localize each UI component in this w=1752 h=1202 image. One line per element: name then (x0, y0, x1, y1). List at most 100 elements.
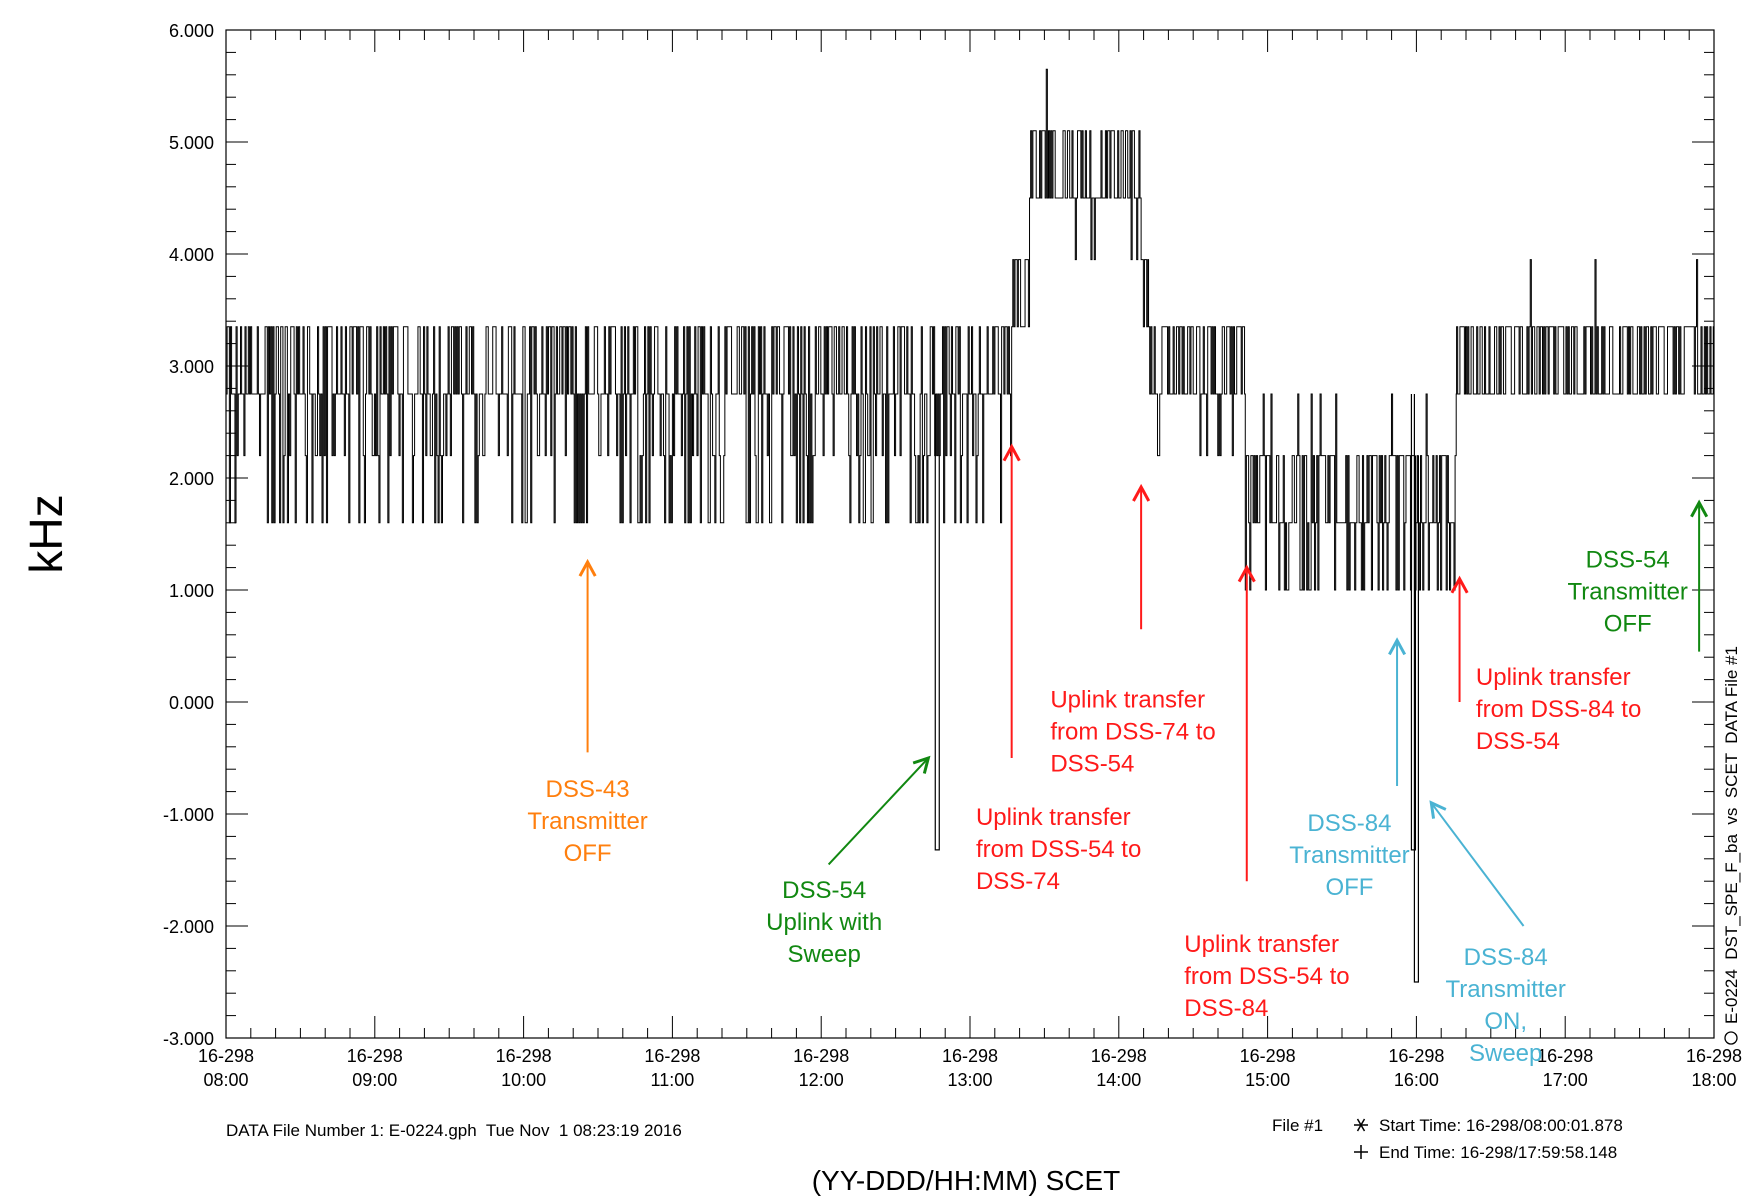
x-tick-label-time: 15:00 (1245, 1070, 1290, 1090)
y-tick-label: 3.000 (169, 357, 214, 377)
arrow-head-icon (1690, 499, 1709, 518)
data-trace (226, 68, 1714, 983)
start-time: Start Time: 16-298/08:00:01.878 (1379, 1116, 1623, 1135)
annotation-label: Uplink with (766, 909, 882, 936)
x-tick-label-day: 16-298 (1537, 1046, 1593, 1066)
annotation-label: DSS-74 (976, 868, 1060, 895)
annotation-label: Uplink transfer (1476, 664, 1631, 691)
annotation-arrow-shaft (827, 757, 930, 866)
deep-spike (1413, 394, 1419, 983)
x-tick-label-day: 16-298 (198, 1046, 254, 1066)
annotation: DSS-54 Transmitter OFF (1567, 499, 1709, 652)
annotation: Uplink transfer from DSS-74 to DSS-54 (1050, 483, 1216, 778)
plot-frame (225, 29, 1715, 1039)
annotation-label: DSS-43 (546, 776, 630, 803)
x-tick-label-time: 18:00 (1691, 1070, 1736, 1090)
x-tick-label-time: 13:00 (947, 1070, 992, 1090)
end-time: End Time: 16-298/17:59:58.148 (1379, 1143, 1617, 1162)
annotation-label: OFF (1604, 611, 1652, 638)
annotation-label: ON, (1484, 1008, 1527, 1035)
annotation-label: Transmitter (1567, 579, 1687, 606)
annotation: DSS-54 Uplink with Sweep (766, 755, 931, 968)
annotation-label: Uplink transfer (1050, 687, 1205, 714)
annotation-label: from DSS-84 to (1476, 696, 1641, 723)
y-tick-label: 0.000 (169, 693, 214, 713)
arrow-head-icon (912, 755, 931, 774)
circle-marker-icon (1724, 1031, 1738, 1045)
y-axis: 6.000 5.000 4.000 3.000 2.000 1.000 0.000 -1.00… (163, 21, 1714, 1049)
arrow-head-icon (578, 558, 597, 577)
annotation: DSS-43 Transmitter OFF (527, 558, 648, 867)
deep-spike (934, 394, 940, 851)
asterisk-icon (1354, 1118, 1368, 1132)
annotation-label: DSS-84 (1464, 944, 1548, 971)
annotations: DSS-43 Transmitter OFF DSS-54 Uplink with Swe… (527, 443, 1709, 1067)
annotation: DSS-84 Transmitter ON, Sweep (1429, 800, 1566, 1067)
x-axis: 16-298 08:00 16-298 09:00 16-298 10:00 16-298 1… (198, 30, 1742, 1090)
x-tick-label-day: 16-298 (1240, 1046, 1296, 1066)
y-tick-label: -1.000 (163, 805, 214, 825)
x-tick-label-time: 10:00 (501, 1070, 546, 1090)
x-tick-label-time: 11:00 (651, 1070, 695, 1090)
plus-icon (1354, 1145, 1368, 1159)
file-tag: File #1 (1272, 1116, 1323, 1135)
x-tick-label-day: 16-298 (793, 1046, 849, 1066)
annotation-label: DSS-54 (1476, 728, 1560, 755)
y-tick-label: 4.000 (169, 245, 214, 265)
annotation-label: DSS-54 (1586, 547, 1670, 574)
right-side-label-group: E-0224 DST_SPE_F_ba vs SCET DATA File #1 (1722, 646, 1741, 1045)
y-tick-label: 2.000 (169, 469, 214, 489)
annotation-label: Sweep (1469, 1040, 1542, 1067)
x-tick-label-day: 16-298 (942, 1046, 998, 1066)
annotation-label: Transmitter (527, 808, 647, 835)
annotation-label: OFF (564, 840, 612, 867)
arrow-head-icon (1132, 483, 1151, 502)
y-axis-label: kHz (20, 494, 72, 573)
arrow-head-icon (1388, 637, 1407, 656)
y-tick-label: 5.000 (169, 133, 214, 153)
deep-spike (1410, 394, 1417, 851)
x-tick-label-day: 16-298 (347, 1046, 403, 1066)
x-tick-label-time: 12:00 (799, 1070, 844, 1090)
y-tick-label: -3.000 (163, 1029, 214, 1049)
x-tick-label-time: 16:00 (1394, 1070, 1439, 1090)
annotation: Uplink transfer from DSS-54 to DSS-84 (1184, 564, 1350, 1022)
annotation: DSS-84 Transmitter OFF (1289, 637, 1410, 901)
x-tick-label-day: 16-298 (644, 1046, 700, 1066)
annotation-label: Uplink transfer (976, 804, 1131, 831)
x-axis-label: (YY-DDD/HH:MM) SCET (812, 1165, 1121, 1196)
annotation-label: Uplink transfer (1184, 931, 1339, 958)
annotation-label: OFF (1325, 874, 1373, 901)
y-tick-label: 1.000 (169, 581, 214, 601)
x-tick-label-day: 16-298 (496, 1046, 552, 1066)
annotation-label: from DSS-74 to (1050, 719, 1215, 746)
y-tick-label: -2.000 (163, 917, 214, 937)
x-tick-label-day: 16-298 (1388, 1046, 1444, 1066)
annotation-label: DSS-54 (782, 877, 866, 904)
x-tick-label-day: 16-298 (1091, 1046, 1147, 1066)
frequency-trace (226, 68, 1714, 591)
arrow-head-icon (1237, 564, 1256, 583)
y-tick-label: 6.000 (169, 21, 214, 41)
x-tick-label-time: 08:00 (203, 1070, 248, 1090)
annotation-label: DSS-84 (1184, 995, 1268, 1022)
x-tick-label-time: 14:00 (1096, 1070, 1141, 1090)
right-side-label: E-0224 DST_SPE_F_ba vs SCET DATA File #1 (1722, 646, 1741, 1024)
annotation-label: Transmitter (1289, 842, 1409, 869)
arrow-head-icon (1429, 800, 1447, 819)
annotation-arrow-shaft (1430, 802, 1525, 927)
annotation-label: from DSS-54 to (976, 836, 1141, 863)
annotation-label: DSS-54 (1050, 751, 1134, 778)
annotation: Uplink transfer from DSS-84 to DSS-54 (1450, 575, 1641, 755)
annotation-label: Sweep (787, 941, 860, 968)
annotation-label: Transmitter (1445, 976, 1565, 1003)
x-tick-label-day: 16-298 (1686, 1046, 1742, 1066)
arrow-head-icon (1450, 575, 1469, 594)
file-info: DATA File Number 1: E-0224.gph Tue Nov 1… (226, 1121, 682, 1140)
arrow-head-icon (1002, 443, 1021, 462)
x-tick-label-time: 17:00 (1543, 1070, 1588, 1090)
annotation: Uplink transfer from DSS-54 to DSS-74 (976, 443, 1141, 895)
annotation-label: from DSS-54 to (1184, 963, 1349, 990)
x-tick-label-time: 09:00 (352, 1070, 397, 1090)
